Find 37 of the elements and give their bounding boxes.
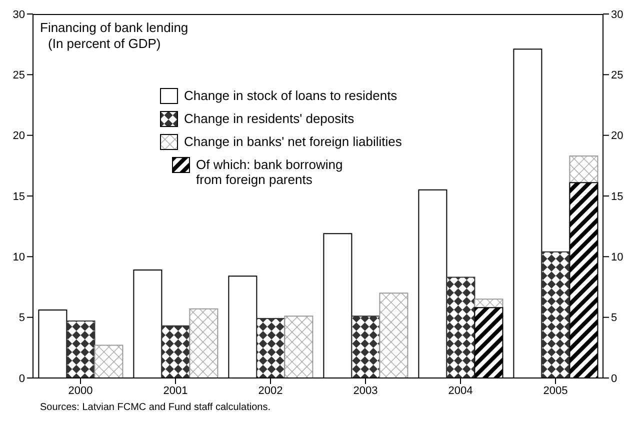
x-tick-label: 2003 (353, 384, 378, 397)
bar (94, 344, 124, 378)
y-tick-label: 20 (12, 130, 25, 142)
bar (66, 320, 96, 378)
bar (351, 316, 380, 378)
y2-tick-label: 20 (611, 130, 624, 142)
y2-tick-label: 0 (611, 372, 618, 385)
x-tick-label: 2004 (448, 384, 473, 397)
x-tick-label: 2001 (163, 384, 188, 397)
legend-label: Change in residents' deposits (184, 111, 354, 126)
y-tick-label: 30 (12, 8, 25, 21)
y2-tick-label: 30 (611, 8, 624, 21)
bar (541, 251, 570, 378)
y2-tick-label: 25 (611, 70, 624, 82)
source-note: Sources: Latvian FCMC and Fund staff calculations. (40, 402, 270, 413)
text: (In percent of GDP) (47, 36, 162, 52)
y2-tick-label: 5 (611, 312, 618, 324)
legend-label: Change in banks' net foreign liabilities (184, 134, 402, 149)
y-tick-label: 0 (18, 372, 25, 385)
text: Financing of bank lending (40, 20, 188, 36)
x-tick-label: 2005 (543, 384, 568, 397)
y-tick-label: 15 (12, 190, 25, 203)
bar (446, 276, 476, 378)
x-tick-label: 2000 (68, 384, 93, 397)
bar (161, 325, 190, 378)
y2-tick-label: 10 (611, 252, 624, 264)
bar (379, 292, 408, 378)
y-tick-label: 25 (12, 70, 25, 82)
legend-label: Change in stock of loans to residents (184, 88, 398, 103)
bar (256, 318, 286, 378)
y-tick-label: 10 (12, 252, 25, 264)
legend-label: Of which: bank borrowing from foreign parents (196, 157, 344, 187)
y-tick-label: 5 (18, 312, 25, 324)
x-tick-label: 2002 (258, 384, 283, 397)
y2-tick-label: 15 (611, 190, 624, 203)
bar (189, 308, 218, 378)
bar (284, 316, 314, 378)
